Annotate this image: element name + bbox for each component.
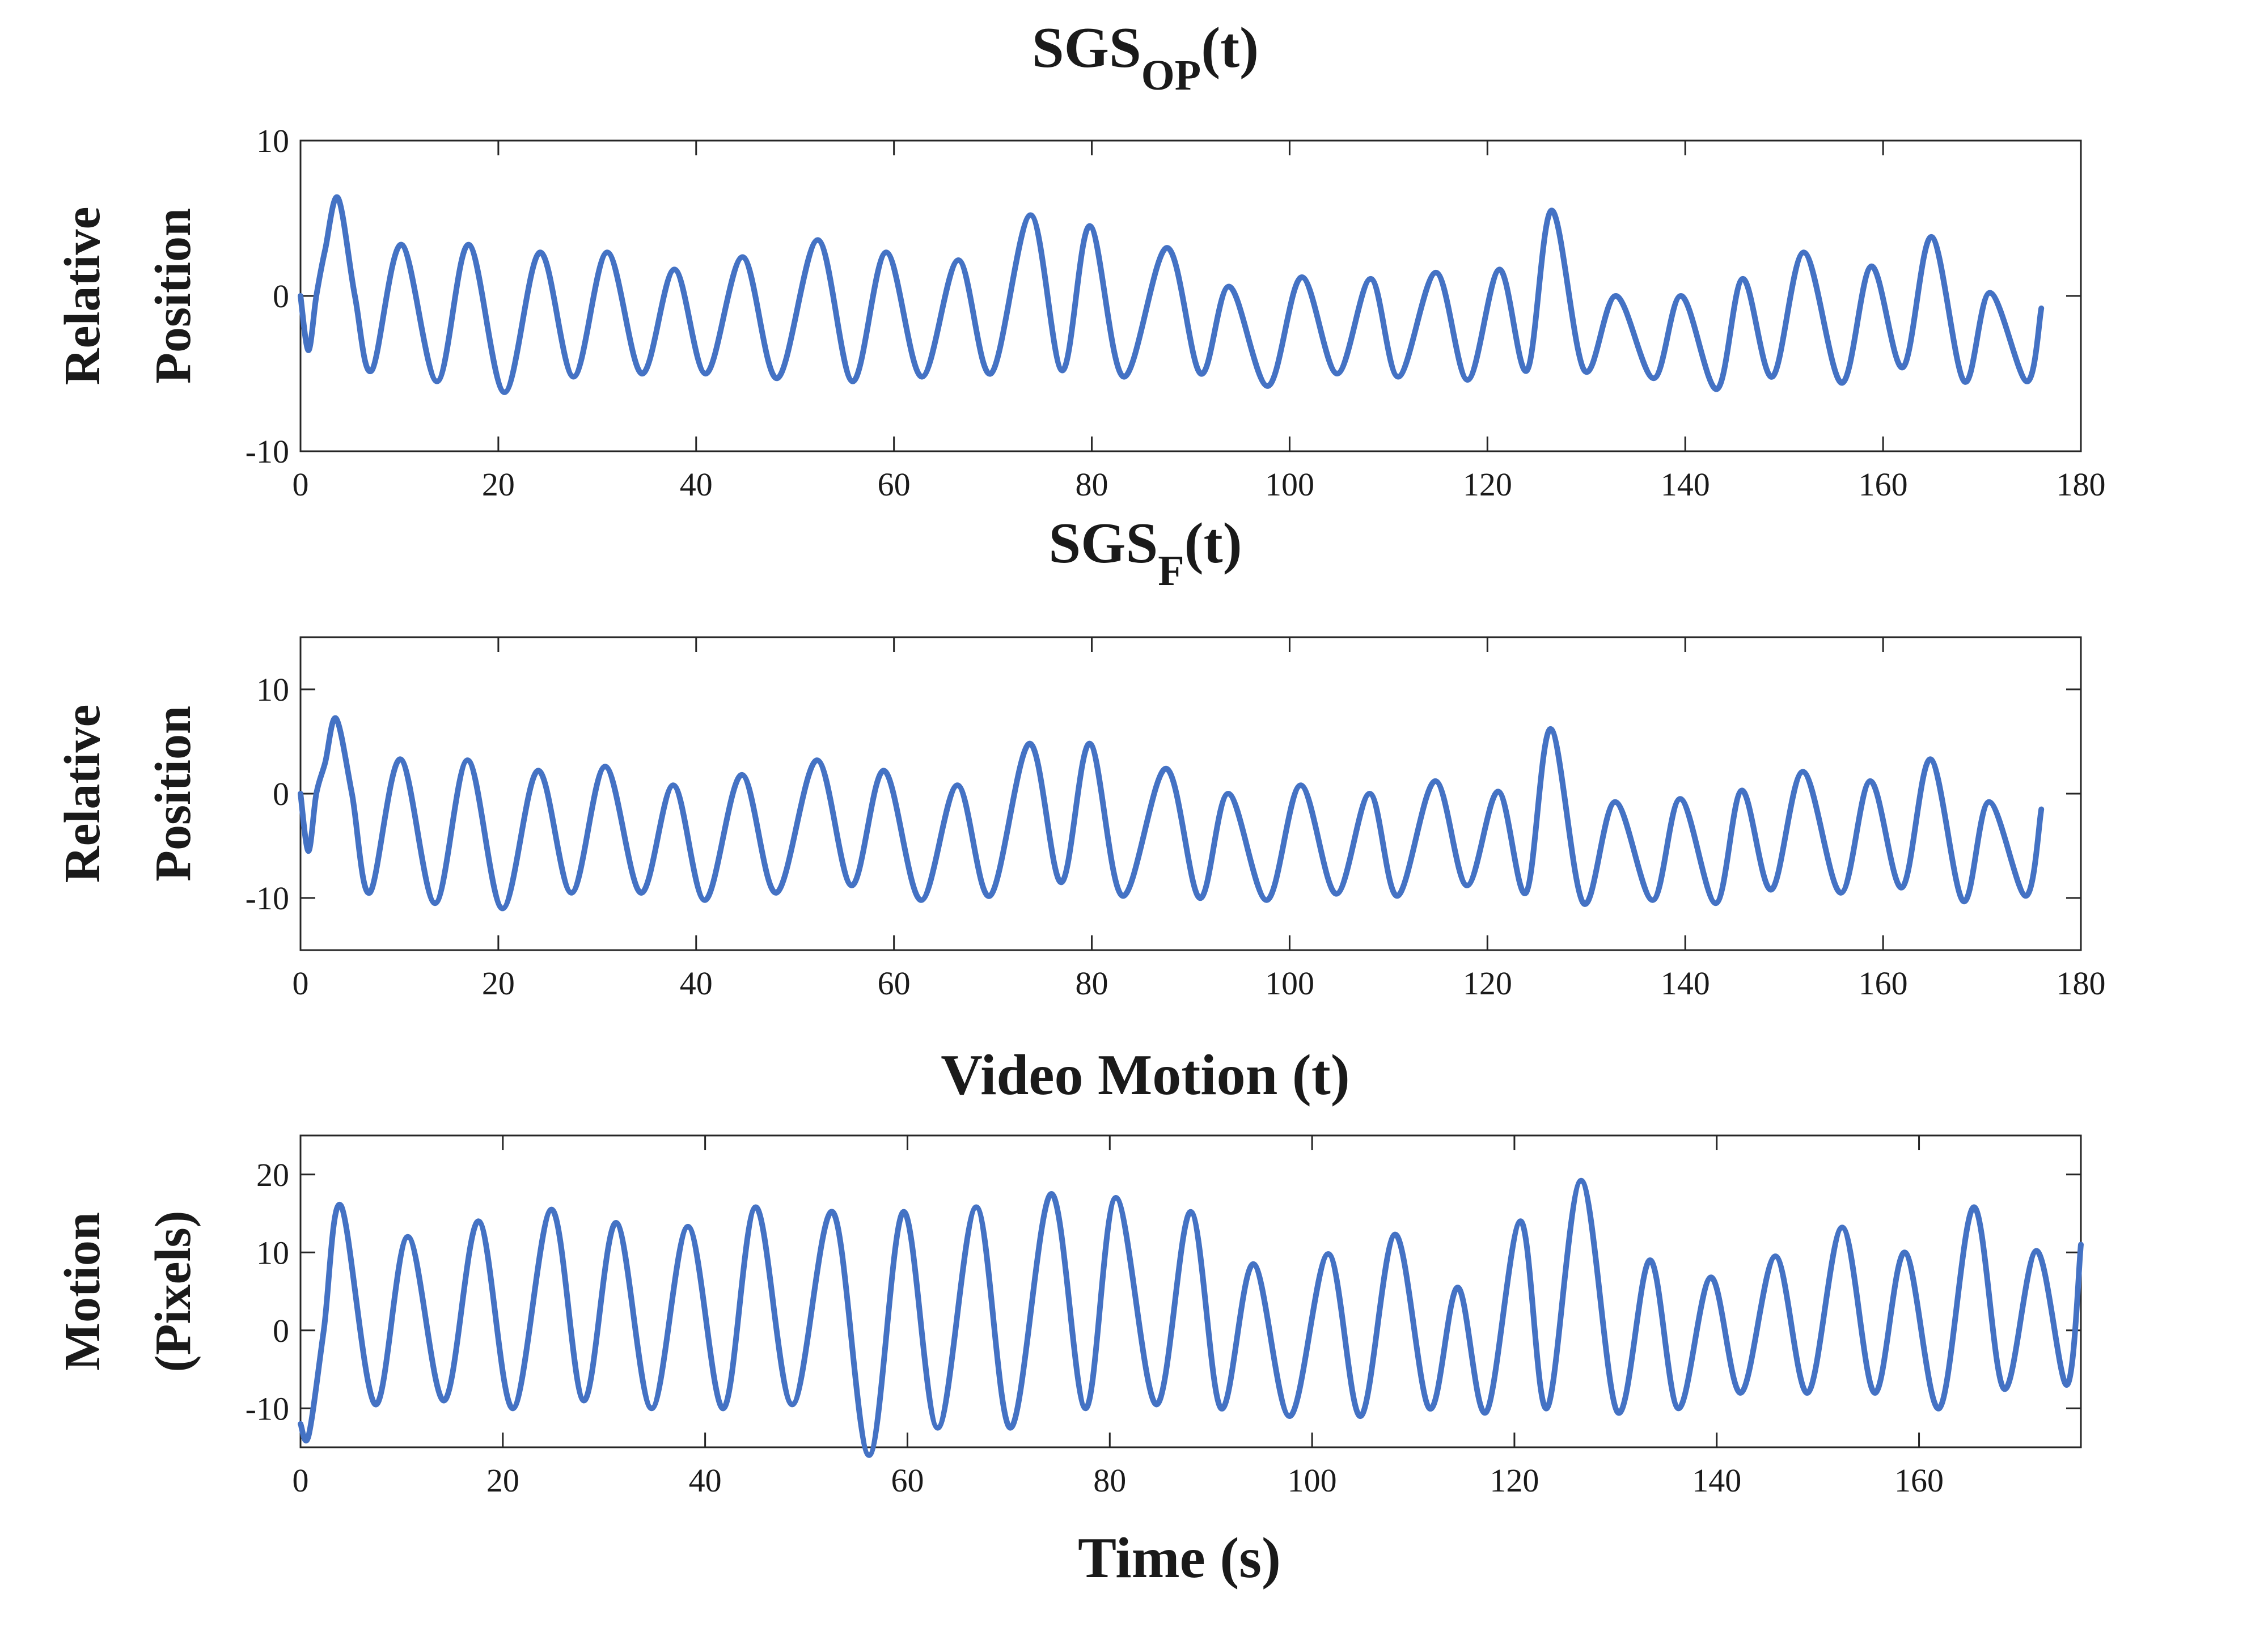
y-axis-label-line: Position [145, 208, 201, 384]
x-tick-label: 80 [1076, 466, 1108, 503]
x-tick-label: 40 [680, 965, 713, 1002]
x-tick-label: 140 [1692, 1462, 1741, 1499]
chart-title-subscript: OP [1141, 52, 1201, 99]
x-tick-label: 160 [1859, 965, 1908, 1002]
y-axis-label-line: (Pixels) [145, 1211, 201, 1372]
y-tick-label: -10 [246, 1390, 289, 1427]
y-tick-label: 10 [256, 1234, 289, 1271]
x-tick-label: 100 [1288, 1462, 1337, 1499]
x-tick-label: 40 [680, 466, 713, 503]
y-axis-label-line: Relative [54, 705, 111, 883]
y-tick-label: 20 [256, 1156, 289, 1193]
x-tick-label: 160 [1894, 1462, 1944, 1499]
chart-title: SGSF(t) [1048, 511, 1242, 595]
x-tick-label: 60 [878, 466, 911, 503]
y-tick-label: 10 [256, 671, 289, 708]
x-tick-label: 80 [1093, 1462, 1126, 1499]
chart-title-subscript: F [1158, 547, 1184, 595]
chart-title-main: SGS [1048, 511, 1158, 575]
chart-title: Video Motion (t) [941, 1043, 1349, 1107]
series-line [298, 1177, 2084, 1458]
y-tick-label: 0 [273, 776, 289, 812]
x-tick-label: 180 [2057, 965, 2106, 1002]
x-tick-label: 0 [293, 1462, 309, 1499]
x-tick-label: 0 [293, 466, 309, 503]
x-tick-label: 80 [1076, 965, 1108, 1002]
x-tick-label: 20 [482, 466, 515, 503]
x-tick-label: 60 [891, 1462, 924, 1499]
chart-title-main: SGS [1032, 16, 1141, 80]
x-tick-label: 100 [1265, 965, 1314, 1002]
chart-title: SGSOP(t) [1032, 16, 1259, 99]
chart-title-suffix: (t) [1184, 511, 1242, 575]
chart-video-motion: Video Motion (t) Motion (Pixels) 0 20 40 60 80 1… [54, 1043, 2084, 1590]
x-axis-label: Time (s) [1078, 1526, 1281, 1590]
y-axis-label-line: Motion [54, 1212, 111, 1371]
x-tick-label: 120 [1463, 466, 1512, 503]
x-tick-label: 100 [1265, 466, 1314, 503]
x-tick-label: 180 [2057, 466, 2106, 503]
x-tick-label: 120 [1490, 1462, 1539, 1499]
x-tick-label: 160 [1859, 466, 1908, 503]
x-tick-label: 140 [1661, 466, 1710, 503]
y-axis-label-line: Relative [54, 207, 111, 385]
y-axis-label-line: Position [145, 706, 201, 882]
y-tick-label: -10 [246, 880, 289, 917]
x-tick-label: 0 [293, 965, 309, 1002]
y-tick-label: 10 [256, 122, 289, 159]
series-line [298, 715, 2045, 912]
y-tick-label: -10 [246, 433, 289, 470]
plot-frame [299, 1134, 2082, 1448]
x-tick-label: 140 [1661, 965, 1710, 1002]
chart-title-main: Video Motion (t) [941, 1043, 1349, 1107]
y-tick-label: 0 [273, 278, 289, 315]
x-tick-label: 120 [1463, 965, 1512, 1002]
x-tick-label: 60 [878, 965, 911, 1002]
series-line [298, 194, 2045, 395]
x-tick-label: 40 [689, 1462, 722, 1499]
y-tick-label: 0 [273, 1312, 289, 1349]
x-tick-label: 20 [486, 1462, 519, 1499]
chart-title-suffix: (t) [1201, 16, 1259, 80]
x-tick-label: 20 [482, 965, 515, 1002]
plot-frame [299, 139, 2082, 452]
